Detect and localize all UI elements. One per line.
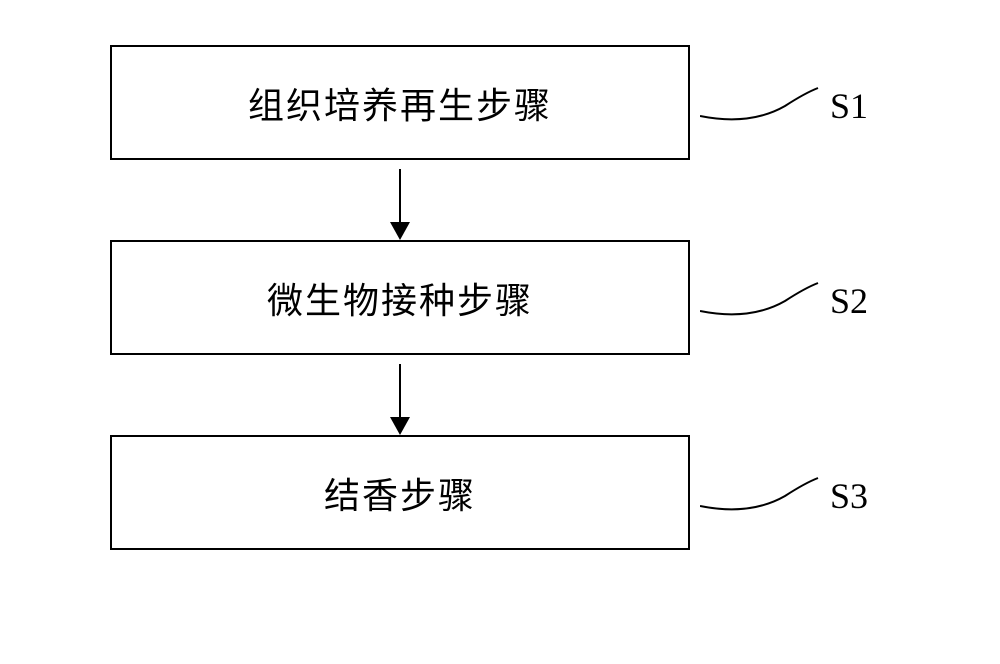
- flowchart-container: 组织培养再生步骤 微生物接种步骤 结香步骤: [110, 45, 690, 550]
- flow-box-s1: 组织培养再生步骤: [110, 45, 690, 160]
- leader-curve-s2: [700, 273, 820, 328]
- step-label-s1: S1: [830, 85, 868, 127]
- arrow-s1-s2: [110, 160, 690, 240]
- step-label-s3: S3: [830, 475, 868, 517]
- box-text-s2: 微生物接种步骤: [267, 272, 533, 324]
- arrow-head-icon: [390, 222, 410, 240]
- arrow-s2-s3: [110, 355, 690, 435]
- box-text-s1: 组织培养再生步骤: [248, 77, 552, 129]
- leader-curve-s1: [700, 78, 820, 133]
- arrow-head-icon: [390, 417, 410, 435]
- leader-curve-s3: [700, 468, 820, 523]
- box-text-s3: 结香步骤: [324, 467, 476, 519]
- step-label-s2: S2: [830, 280, 868, 322]
- flow-box-s3: 结香步骤: [110, 435, 690, 550]
- flow-box-s2: 微生物接种步骤: [110, 240, 690, 355]
